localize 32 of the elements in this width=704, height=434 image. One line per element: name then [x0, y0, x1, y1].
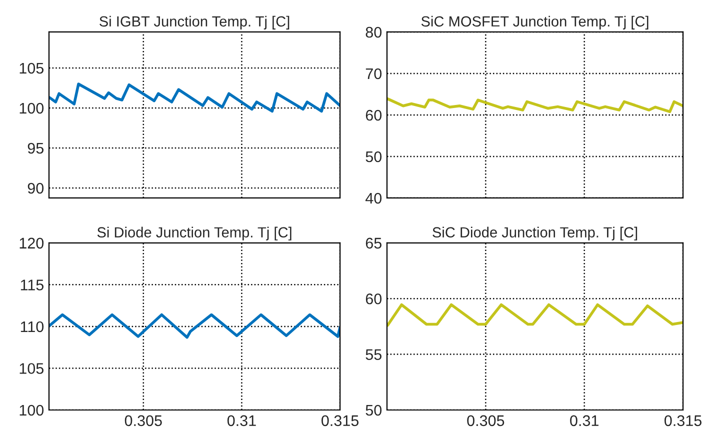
line-series [49, 313, 340, 339]
x-tick-label: 0.31 [570, 415, 598, 426]
chart-title: SiC Diode Junction Temp. Tj [C] [432, 226, 638, 240]
y-tick-label: 60 [366, 110, 382, 121]
y-tick-label: 65 [366, 238, 382, 249]
y-tick-label: 50 [366, 404, 382, 416]
chart-title: Si Diode Junction Temp. Tj [C] [97, 226, 292, 240]
line-series [386, 303, 684, 327]
x-tick-label: 0.305 [467, 415, 504, 426]
chart-title: SiC MOSFET Junction Temp. Tj [C] [421, 16, 648, 30]
y-tick-label: 40 [365, 192, 382, 204]
y-tick-label: 115 [20, 280, 44, 290]
chart-title: Si IGBT Junction Temp. Tj [C] [100, 16, 290, 30]
y-tick-label: 55 [366, 349, 382, 360]
y-tick-label: 80 [366, 26, 382, 38]
y-tick-label: 110 [20, 321, 44, 332]
y-tick-label: 120 [20, 238, 44, 249]
x-tick-label: 0.315 [664, 415, 702, 426]
y-tick-label: 100 [20, 102, 44, 114]
y-tick-label: 70 [366, 68, 382, 80]
y-tick-label: 105 [20, 363, 44, 374]
x-tick-label: 0.315 [322, 415, 359, 426]
y-tick-label: 90 [28, 182, 44, 194]
y-tick-label: 105 [20, 62, 44, 74]
line-series [49, 82, 340, 113]
line-series [386, 97, 684, 114]
y-tick-label: 95 [28, 142, 44, 154]
x-tick-label: 0.31 [227, 415, 256, 426]
y-tick-label: 50 [366, 151, 382, 162]
x-tick-label: 0.305 [124, 415, 162, 426]
y-tick-label: 100 [20, 404, 44, 416]
y-tick-label: 60 [366, 293, 382, 304]
